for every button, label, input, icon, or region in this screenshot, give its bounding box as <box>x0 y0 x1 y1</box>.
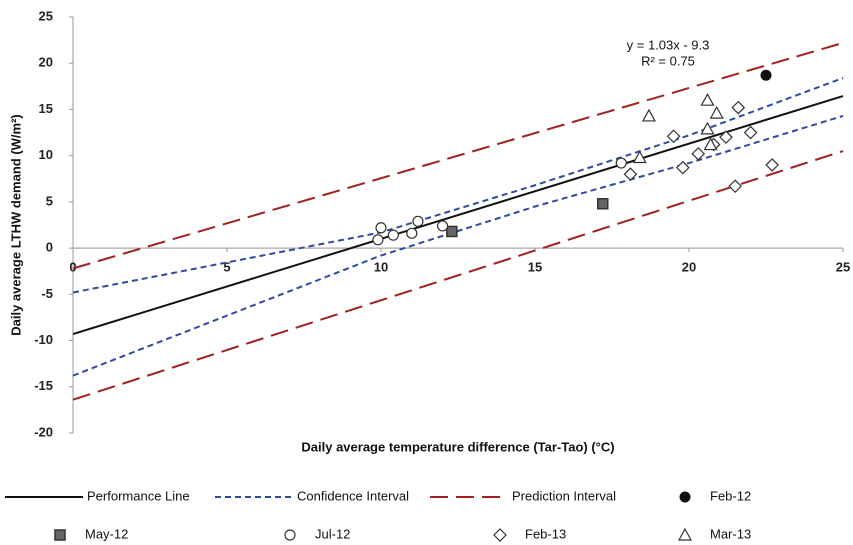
x-tick-label: 20 <box>682 260 696 275</box>
legend-swatch <box>677 527 693 541</box>
point <box>666 129 681 144</box>
fit-line <box>72 41 844 270</box>
y-axis-title: Daily average LTHW demand (W/m²) <box>8 114 23 336</box>
point <box>728 179 743 194</box>
point <box>709 105 724 119</box>
x-tick-label: 10 <box>374 260 388 275</box>
legend-label: Jul-12 <box>315 526 350 541</box>
y-tick-label: 25 <box>39 8 53 23</box>
point <box>446 225 458 238</box>
y-tick-label: -5 <box>41 286 53 301</box>
point <box>641 108 656 122</box>
legend-swatch <box>54 529 66 541</box>
x-axis-title: Daily average temperature difference (Ta… <box>301 439 614 454</box>
y-tick-label: -15 <box>34 378 53 393</box>
point <box>406 227 418 239</box>
point <box>765 158 780 172</box>
fit-line <box>72 95 844 336</box>
point <box>675 160 690 175</box>
y-tick-label: 0 <box>46 240 53 255</box>
legend-label: Mar-13 <box>710 526 751 541</box>
fit-line <box>72 150 844 401</box>
point <box>597 197 609 210</box>
legend-label: Feb-12 <box>710 488 751 503</box>
fit-line <box>72 114 844 377</box>
y-tick-label: 15 <box>39 101 53 116</box>
point <box>372 234 384 246</box>
x-tick-label: 25 <box>836 260 850 275</box>
legend-swatch <box>679 491 691 503</box>
y-tick-label: 5 <box>46 193 53 208</box>
legend-label: Prediction Interval <box>512 488 616 503</box>
point <box>632 150 647 164</box>
point <box>691 146 706 161</box>
point <box>743 125 758 140</box>
point <box>387 229 399 241</box>
r-squared: R² = 0.75 <box>641 53 695 68</box>
legend-swatch <box>284 529 296 541</box>
y-tick-label: -20 <box>34 424 53 439</box>
equation: y = 1.03x - 9.3 <box>627 37 710 52</box>
point <box>412 215 424 227</box>
point <box>731 100 746 115</box>
fit-line <box>72 77 844 294</box>
legend-swatch <box>493 528 507 542</box>
point <box>719 130 733 145</box>
legend-label: Confidence Interval <box>297 488 409 503</box>
x-tick-label: 0 <box>69 260 76 275</box>
legend-label: Feb-13 <box>525 526 566 541</box>
point <box>615 157 627 169</box>
y-tick-label: 10 <box>39 147 53 162</box>
point <box>760 69 772 81</box>
legend-label: May-12 <box>85 526 128 541</box>
x-tick-label: 5 <box>223 260 230 275</box>
point <box>623 167 638 182</box>
point <box>700 121 715 135</box>
point <box>375 222 387 234</box>
y-tick-label: 20 <box>39 55 53 70</box>
point <box>703 137 718 151</box>
legend-label: Performance Line <box>87 488 190 503</box>
x-tick-label: 15 <box>528 260 542 275</box>
point <box>437 220 449 232</box>
y-tick-label: -10 <box>34 332 53 347</box>
point <box>700 92 715 106</box>
